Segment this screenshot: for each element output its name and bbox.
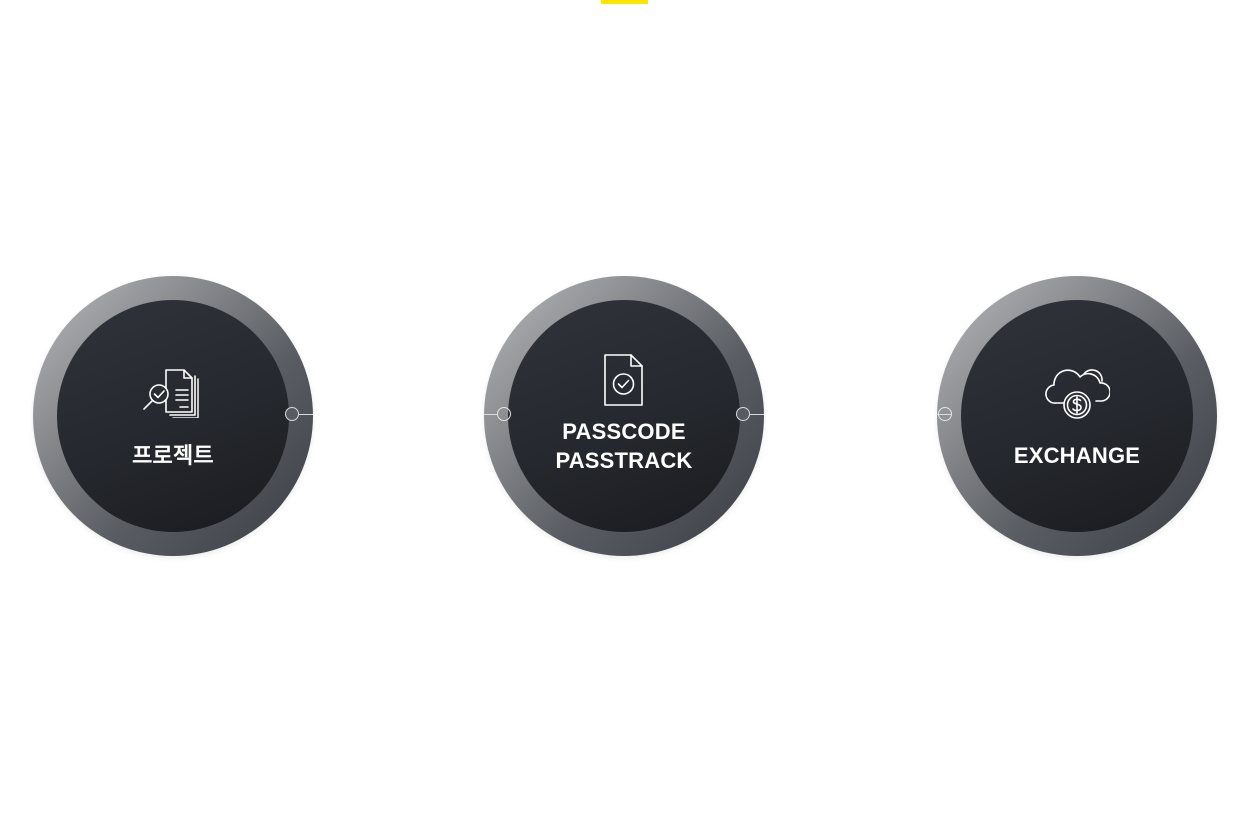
connector-tick-right	[299, 414, 313, 415]
step-label: 프로젝트	[132, 441, 214, 470]
top-accent-bar	[601, 0, 648, 4]
step-circle-passcode[interactable]: PASSCODE PASSTRACK	[484, 276, 764, 556]
connector-dot-left	[938, 407, 952, 421]
step-label: PASSCODE PASSTRACK	[555, 417, 692, 475]
cloud-dollar-icon	[1044, 363, 1110, 421]
step-label-line: 프로젝트	[132, 442, 214, 468]
step-label-line: PASSTRACK	[555, 448, 693, 473]
document-check-icon	[591, 351, 657, 409]
connector-dot-left	[497, 407, 511, 421]
step-label-line: EXCHANGE	[1013, 442, 1141, 468]
document-search-icon	[140, 363, 206, 421]
connector-tick-left	[484, 414, 498, 415]
step-label: EXCHANGE	[1014, 441, 1140, 470]
connector-tick-right	[750, 414, 764, 415]
connector-dot-right	[736, 407, 750, 421]
connector-dot-right	[285, 407, 299, 421]
step-core: PASSCODE PASSTRACK	[508, 300, 740, 532]
step-label-line: PASSCODE	[562, 419, 686, 444]
step-core: EXCHANGE	[961, 300, 1193, 532]
step-circle-exchange[interactable]: EXCHANGE	[937, 276, 1217, 556]
step-circle-project[interactable]: 프로젝트	[33, 276, 313, 556]
step-core: 프로젝트	[57, 300, 289, 532]
